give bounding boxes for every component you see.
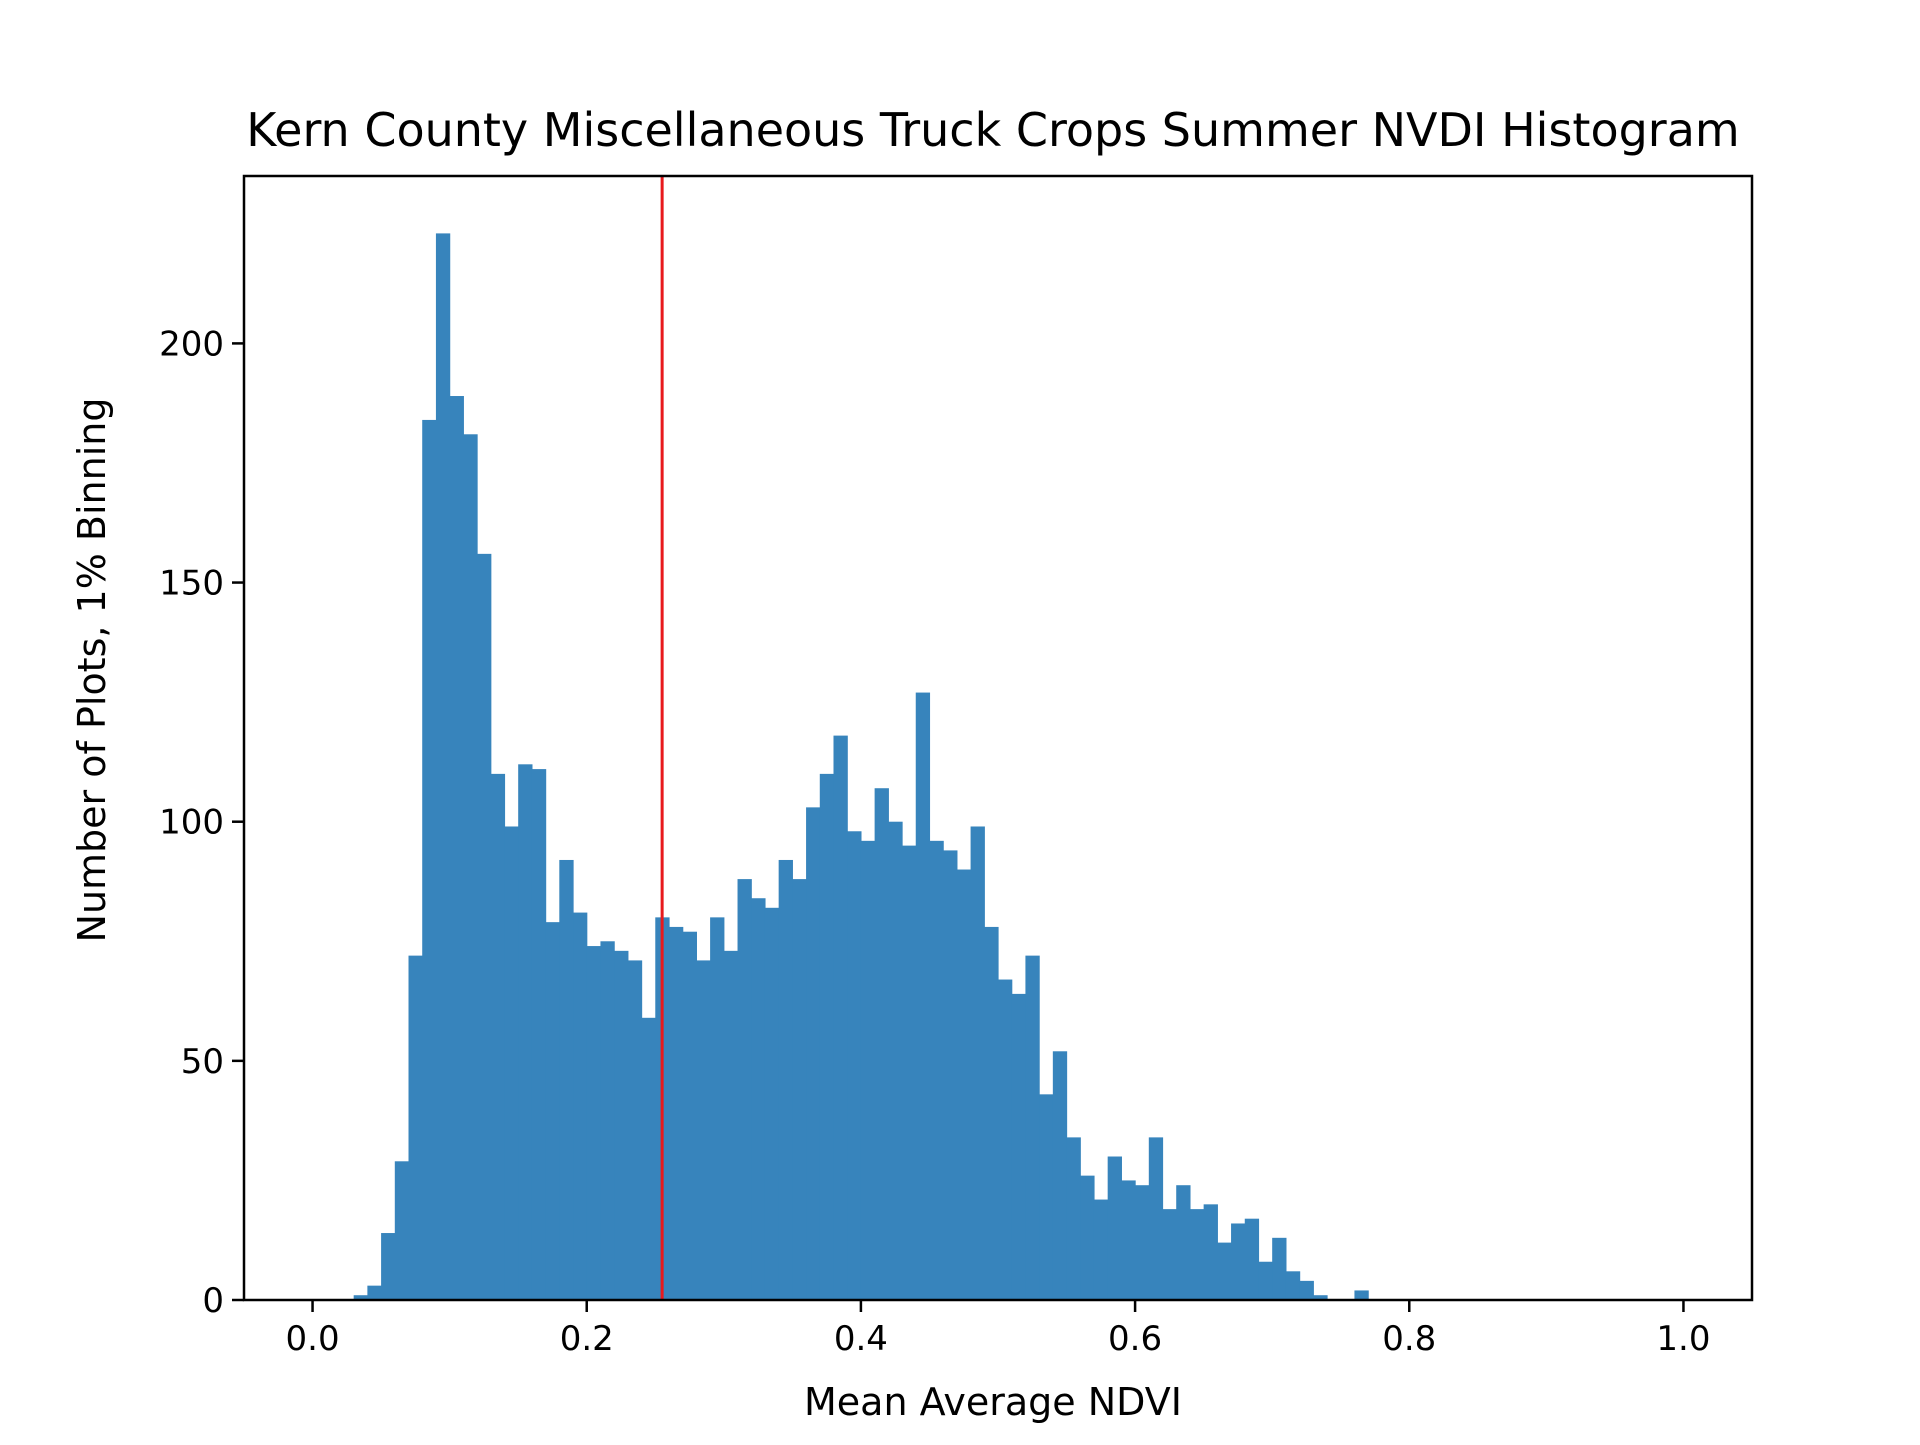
- histogram-bar: [1039, 1094, 1054, 1300]
- histogram-bar: [1135, 1185, 1150, 1300]
- histogram-bar: [367, 1285, 382, 1300]
- x-tick-label: 0.4: [834, 1319, 888, 1359]
- histogram-bar: [751, 898, 766, 1300]
- y-axis-label: Number of Plots, 1% Binning: [70, 398, 114, 943]
- histogram-bar: [422, 419, 437, 1301]
- histogram-bar: [1011, 993, 1027, 1300]
- histogram-bar: [915, 692, 931, 1300]
- histogram-bar: [929, 840, 944, 1300]
- histogram-bar: [449, 396, 464, 1300]
- histogram-bar: [847, 831, 862, 1300]
- histogram-bar: [806, 807, 821, 1300]
- histogram-bar: [998, 979, 1013, 1300]
- histogram-bar: [1093, 1199, 1109, 1300]
- histogram-bar: [833, 735, 848, 1300]
- histogram-bar: [641, 1017, 656, 1300]
- histogram-bar: [408, 955, 423, 1300]
- histogram-bar: [545, 922, 560, 1300]
- x-tick-label: 0.2: [560, 1319, 614, 1359]
- histogram-bar: [1148, 1137, 1164, 1300]
- histogram-bar: [463, 434, 478, 1300]
- histogram-bar: [1231, 1223, 1246, 1300]
- histogram-bar: [573, 912, 588, 1300]
- chart-title: Kern County Miscellaneous Truck Crops Su…: [246, 103, 1739, 157]
- histogram-bar: [737, 879, 752, 1300]
- histogram-bar: [792, 879, 807, 1300]
- histogram-bar: [1107, 1156, 1122, 1300]
- histogram-bar: [1313, 1295, 1328, 1300]
- histogram-bar: [1354, 1290, 1369, 1300]
- y-tick-label: 0: [202, 1281, 224, 1321]
- histogram-bar: [518, 764, 533, 1300]
- histogram-bar: [504, 826, 519, 1300]
- histogram-bar: [1189, 1209, 1205, 1300]
- histogram-bar: [394, 1161, 410, 1300]
- histogram-bar: [1162, 1209, 1177, 1300]
- histogram-bar: [559, 859, 574, 1300]
- histogram-bar: [710, 917, 725, 1300]
- histogram-bar: [902, 845, 917, 1300]
- histogram-bar: [435, 233, 451, 1300]
- histogram-bar: [1272, 1237, 1287, 1300]
- x-axis-label: Mean Average NDVI: [804, 1380, 1182, 1424]
- histogram-bar: [531, 769, 547, 1300]
- x-tick-label: 1.0: [1656, 1319, 1710, 1359]
- histogram-bar: [1258, 1261, 1273, 1300]
- x-tick-label: 0.0: [286, 1319, 340, 1359]
- x-tick-label: 0.6: [1108, 1319, 1162, 1359]
- histogram-bar: [682, 931, 697, 1300]
- histogram-bar: [956, 869, 972, 1300]
- histogram-bar: [874, 788, 889, 1300]
- histogram-bar: [1285, 1271, 1301, 1300]
- histogram-bar: [1052, 1051, 1068, 1300]
- y-tick-label: 150: [159, 564, 224, 604]
- histogram-bar: [353, 1295, 368, 1300]
- histogram-bar: [984, 926, 999, 1300]
- histogram-bar: [943, 850, 958, 1300]
- y-tick-label: 50: [181, 1042, 224, 1082]
- histogram-bar: [888, 821, 903, 1300]
- histogram-bar: [1203, 1204, 1218, 1300]
- histogram-bar: [477, 553, 492, 1300]
- histogram-bar: [1121, 1180, 1136, 1300]
- histogram-bar: [381, 1233, 396, 1300]
- histogram-bar: [490, 773, 506, 1300]
- histogram-bar: [600, 941, 615, 1300]
- x-axis-ticks: 0.0 0.2 0.4 0.6 0.8 1.0: [286, 1300, 1710, 1359]
- histogram-bar: [860, 840, 876, 1300]
- histogram-bar: [819, 773, 835, 1300]
- histogram-bar: [614, 950, 629, 1300]
- histogram-bar: [1217, 1242, 1232, 1300]
- histogram-bars: [353, 233, 1369, 1301]
- y-tick-label: 200: [159, 324, 224, 364]
- plot-frame: [242, 174, 1754, 1302]
- histogram-bar: [723, 950, 739, 1300]
- histogram-bar: [1025, 955, 1040, 1300]
- histogram-bar: [1066, 1137, 1081, 1300]
- histogram-bar: [668, 926, 684, 1300]
- histogram-bar: [1299, 1280, 1314, 1300]
- y-axis-ticks: 0 50 100 150 200: [159, 324, 244, 1321]
- histogram-bar: [778, 859, 793, 1300]
- histogram-bar: [764, 907, 780, 1300]
- y-tick-label: 100: [159, 803, 224, 843]
- x-tick-label: 0.8: [1382, 1319, 1436, 1359]
- histogram-bar: [696, 960, 711, 1300]
- histogram-bar: [970, 826, 985, 1300]
- histogram-bar: [627, 960, 643, 1300]
- histogram-bar: [1176, 1185, 1191, 1300]
- histogram-bar: [1080, 1175, 1095, 1300]
- histogram-bar: [1244, 1218, 1260, 1300]
- histogram-bar: [586, 946, 602, 1300]
